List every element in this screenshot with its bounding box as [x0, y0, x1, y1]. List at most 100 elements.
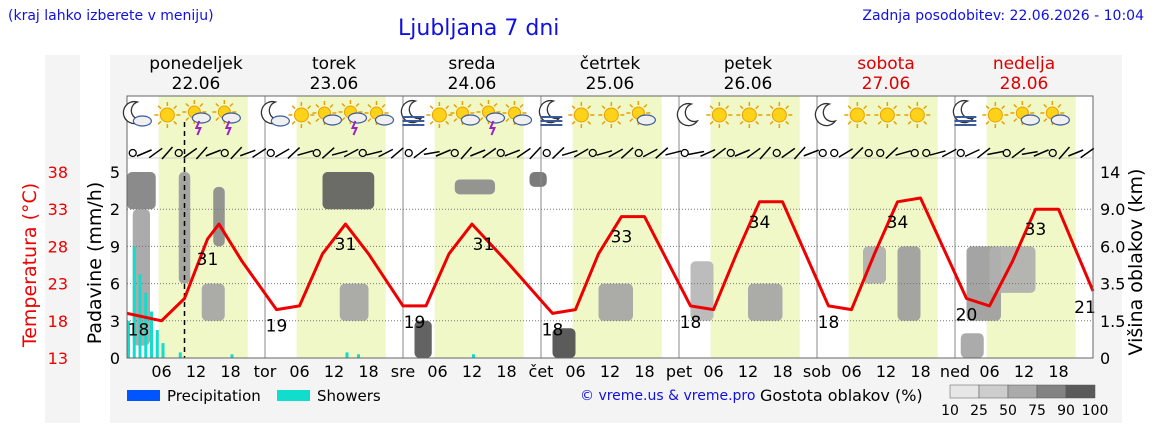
cloud-patch [598, 283, 633, 321]
wind-barb [665, 150, 682, 156]
plot-area [126, 96, 1095, 358]
hour-tick-label: 12 [1014, 362, 1034, 381]
hour-tick-label: 06 [979, 362, 999, 381]
sun-icon [426, 102, 453, 128]
precipitation-tick: 3 [110, 312, 120, 331]
wind-barb [205, 149, 221, 157]
wind-calm-marker [358, 148, 367, 158]
cloud-shape [221, 112, 241, 124]
sun-icon [288, 102, 315, 128]
sun-ray [601, 105, 606, 110]
temperature-label: 31 [335, 235, 357, 255]
wind-calm-marker [772, 148, 781, 158]
lightning-bolt [194, 120, 202, 136]
sun-ray [291, 105, 296, 110]
wind-barb [516, 147, 531, 159]
wind-barb [1021, 150, 1038, 156]
cloud-shape [374, 114, 395, 126]
wind-calm-marker [634, 148, 643, 158]
showers-bar [150, 311, 153, 358]
cloud-legend-title: Gostota oblakov (%) [760, 386, 923, 405]
sun-ray [199, 102, 204, 107]
sun-ray [769, 105, 774, 110]
lightning-bolt [224, 120, 232, 136]
temperature-label: 19 [266, 317, 288, 337]
wind-barb [551, 146, 565, 160]
sun-ray [229, 102, 234, 107]
sun-ray [367, 103, 372, 108]
wind-barb [423, 150, 440, 156]
sun-ray [709, 105, 714, 110]
wind-barb [287, 146, 301, 160]
wind-barb [655, 147, 669, 159]
wind-barb [321, 147, 335, 159]
sun-ray [493, 102, 498, 107]
sun-ray [877, 120, 882, 125]
sun-ray [587, 120, 592, 125]
wind-calm-marker [128, 148, 137, 158]
day-short-label: tor [254, 362, 277, 381]
sun-ray [355, 102, 360, 107]
day-date: 22.06 [172, 74, 221, 94]
sun-ray [381, 103, 386, 108]
sun-ray [769, 120, 774, 125]
wind-barb [746, 147, 761, 159]
hour-tick-label: 18 [358, 362, 378, 381]
moon-shape [814, 102, 838, 127]
wind-calm-marker [542, 148, 551, 158]
wind-barb [895, 150, 912, 156]
sun-ray [893, 105, 898, 110]
moon-cloud-icon [122, 100, 152, 127]
wind-barb [608, 148, 624, 158]
day-short-label: čet [529, 362, 554, 381]
sun-ray [307, 120, 312, 125]
wind-barb [435, 149, 451, 157]
wind-calm-marker [496, 148, 505, 158]
cloud-patch [897, 246, 921, 321]
cloud-shape [270, 115, 290, 127]
wind-barb [941, 148, 957, 158]
plot-frame [126, 95, 1094, 359]
wind-barb [1058, 146, 1071, 160]
cloud-patch [339, 283, 369, 321]
sun-ray [725, 120, 730, 125]
sun-ray [453, 103, 458, 108]
cloud-patch [552, 328, 576, 358]
sun-ray [725, 105, 730, 110]
sun-ray [755, 105, 760, 110]
sun-ray [1027, 103, 1032, 108]
wind-calm-marker [1048, 148, 1057, 158]
cloud-density-swatch [1036, 384, 1067, 399]
hour-tick-label: 06 [565, 362, 585, 381]
sun-disc [159, 107, 175, 123]
sun-ray [479, 117, 484, 122]
temperature-label: 18 [128, 320, 150, 340]
sun-ray [571, 120, 576, 125]
sun-ray [157, 120, 162, 125]
sun-ray [643, 103, 648, 108]
day-date: 28.06 [1000, 74, 1049, 94]
showers-bar [345, 352, 349, 358]
temperature-label: 33 [1025, 220, 1047, 240]
wind-calm-marker [726, 148, 735, 158]
wind-barb [343, 148, 359, 158]
sun-ray [341, 117, 346, 122]
hour-tick-label: 12 [600, 362, 620, 381]
wind-calm-marker [830, 148, 839, 158]
sun-thunder-icon [212, 100, 241, 136]
cloud-patch [414, 320, 432, 358]
temperature-label: 34 [887, 213, 909, 233]
wind-barb [470, 149, 486, 157]
sun-disc [431, 107, 447, 123]
day-date: 24.06 [448, 74, 497, 94]
cloud-patch [201, 283, 225, 321]
precipitation-tick: 2 [110, 200, 120, 219]
wind-barb [734, 149, 750, 157]
wind-barb [136, 149, 152, 157]
cloud-patch [529, 172, 547, 187]
day-name: ponedeljek [149, 54, 243, 74]
credit-link[interactable]: © vreme.us & vreme.pro [580, 388, 756, 404]
temperature-tick: 23 [48, 275, 68, 294]
cloud-shape [460, 114, 481, 126]
wind-barb [793, 146, 806, 160]
